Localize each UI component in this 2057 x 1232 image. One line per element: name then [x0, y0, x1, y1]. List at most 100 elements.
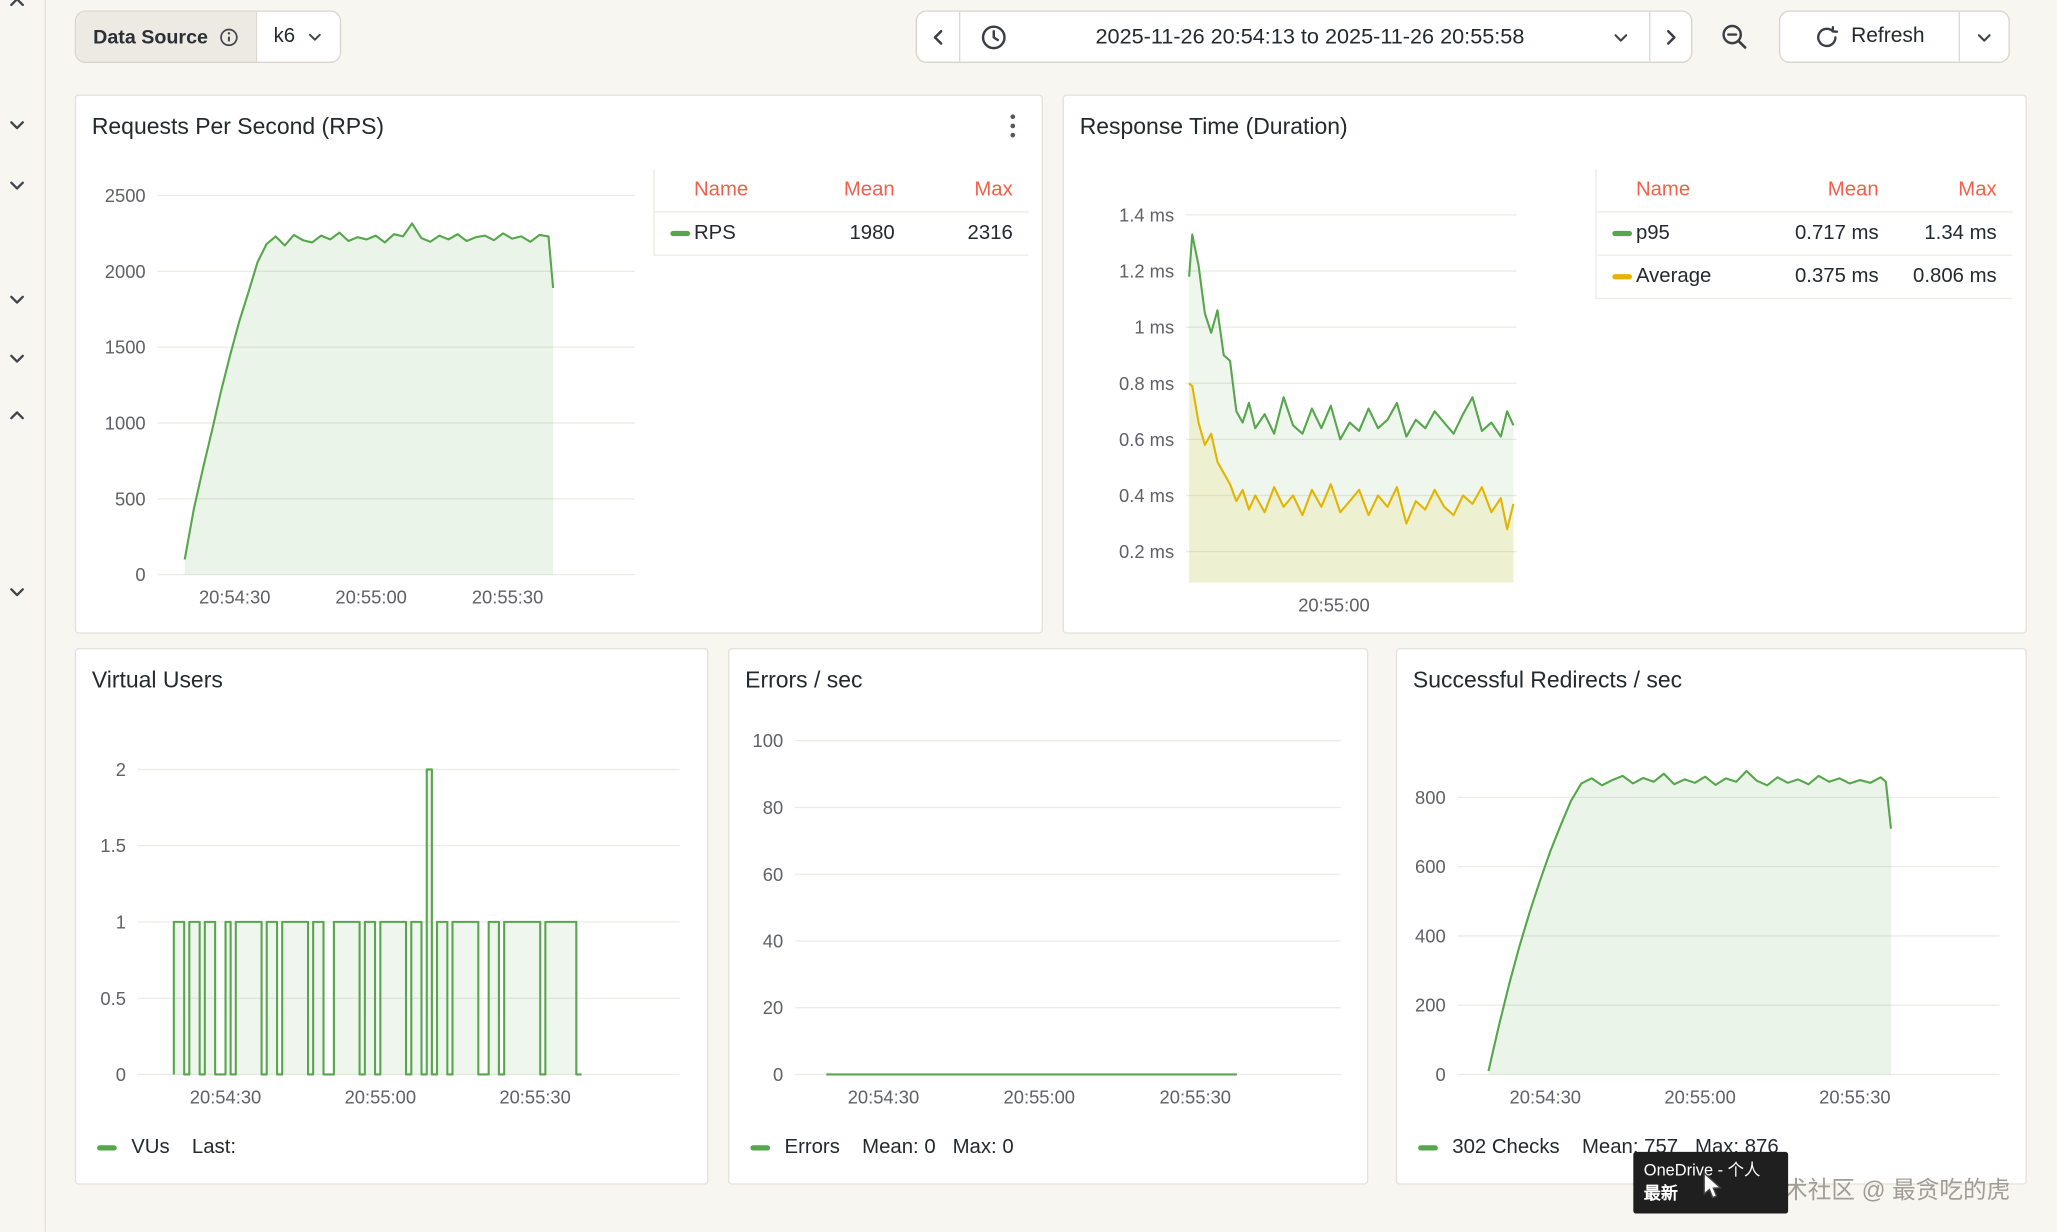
panel-title[interactable]: Errors / sec [745, 666, 863, 693]
svg-text:1.2 ms: 1.2 ms [1119, 261, 1174, 282]
svg-text:20:55:00: 20:55:00 [1298, 594, 1369, 615]
series-label[interactable]: VUs [131, 1136, 170, 1159]
legend-header-row: Name Mean Max [1596, 169, 2013, 213]
redirects-legend: 302 Checks Mean: 757 Max: 876 [1418, 1136, 1779, 1160]
series-stats: Mean: 757 Max: 876 [1581, 1136, 1779, 1159]
time-forward-button[interactable] [1649, 11, 1691, 62]
panel-title[interactable]: Virtual Users [91, 666, 223, 693]
legend-header-name[interactable]: Name [1635, 178, 1691, 201]
series-swatch [750, 1145, 771, 1151]
mouse-cursor-icon [1702, 1171, 1724, 1207]
panel-title[interactable]: Successful Redirects / sec [1412, 666, 1683, 693]
legend-header-max[interactable]: Max [1958, 178, 1997, 201]
duration-legend-table: Name Mean Max p95 0.717 ms 1.34 ms Avera… [1595, 169, 2013, 300]
vus-legend: VUs Last: [97, 1136, 236, 1160]
svg-text:1.4 ms: 1.4 ms [1119, 204, 1174, 225]
data-source-label-text: Data Source [93, 25, 208, 48]
time-range-button[interactable]: 2025-11-26 20:54:13 to 2025-11-26 20:55:… [958, 11, 1649, 62]
chevron-down-icon[interactable] [4, 286, 30, 312]
data-source-label: Data Source [76, 11, 256, 62]
svg-text:400: 400 [1415, 925, 1446, 946]
svg-text:1500: 1500 [105, 337, 146, 358]
svg-text:1 ms: 1 ms [1134, 317, 1174, 338]
svg-text:800: 800 [1415, 787, 1446, 808]
info-icon[interactable] [218, 27, 238, 47]
rps-chart[interactable]: 0 500 1000 1500 2000 2500 20:54:30 20:55:00 20:5… [87, 174, 651, 627]
svg-text:1: 1 [116, 911, 126, 932]
refresh-control: Refresh [1778, 10, 2010, 63]
chart-svg: 0 500 1000 1500 2000 2500 20:54:30 20:55:00 20:5… [105, 185, 635, 607]
panel-vus: Virtual Users 0 0.5 1 1.5 2 20:54:30 20:55:00 2… [74, 648, 709, 1185]
legend-header-mean[interactable]: Mean [1827, 178, 1879, 201]
duration-chart[interactable]: 1.4 ms 1.2 ms 1 ms 0.8 ms 0.6 ms 0.4 ms 0.2 ms… [1077, 174, 1615, 633]
chevron-down-icon [1614, 33, 1628, 41]
svg-text:20:54:30: 20:54:30 [199, 586, 270, 607]
svg-text:20:55:30: 20:55:30 [1160, 1086, 1231, 1107]
chevron-up-icon[interactable] [4, 403, 30, 429]
data-source-select[interactable]: k6 [255, 11, 340, 62]
panel-rps: Requests Per Second (RPS) 0 500 1000 1500 20… [74, 94, 1043, 634]
panel-menu-icon[interactable] [1000, 112, 1026, 141]
chevron-down-icon[interactable] [4, 172, 30, 198]
tooltip-line2: 最新 [1643, 1183, 1678, 1204]
svg-text:40: 40 [763, 931, 783, 952]
series-stats: Last: [191, 1136, 237, 1159]
zoom-out-button[interactable] [1705, 10, 1763, 62]
series-label[interactable]: RPS [693, 221, 736, 245]
errors-legend: Errors Mean: 0 Max: 0 [750, 1136, 1014, 1160]
refresh-button[interactable]: Refresh [1780, 12, 1958, 62]
vus-chart[interactable]: 0 0.5 1 1.5 2 20:54:30 20:55:00 20:55:30 [87, 728, 704, 1122]
chart-svg: 1.4 ms 1.2 ms 1 ms 0.8 ms 0.6 ms 0.4 ms 0.2 ms… [1119, 204, 1517, 615]
svg-text:20:55:30: 20:55:30 [499, 1086, 570, 1107]
panel-title[interactable]: Response Time (Duration) [1079, 112, 1348, 140]
time-back-button[interactable] [917, 12, 959, 62]
zoom-out-icon [1722, 24, 1747, 49]
legend-header-max[interactable]: Max [974, 178, 1013, 201]
svg-text:0.5: 0.5 [100, 988, 126, 1009]
chevron-up-icon[interactable] [4, 0, 30, 16]
legend-row: Average 0.375 ms 0.806 ms [1596, 256, 2013, 300]
svg-text:20:55:00: 20:55:00 [1004, 1086, 1075, 1107]
svg-text:200: 200 [1415, 995, 1446, 1016]
errors-chart[interactable]: 0 20 40 60 80 100 20:54:30 20:55:00 20:55:30 [740, 728, 1357, 1122]
legend-header-mean[interactable]: Mean [843, 178, 895, 201]
svg-text:0: 0 [135, 564, 145, 585]
svg-text:600: 600 [1415, 856, 1446, 877]
chevron-left-icon [933, 29, 942, 45]
svg-text:20:55:00: 20:55:00 [1664, 1086, 1735, 1107]
series-max: 0.806 ms [1913, 265, 1997, 288]
svg-text:0: 0 [773, 1064, 783, 1085]
chevron-down-icon[interactable] [4, 112, 30, 138]
series-label[interactable]: Average [1635, 265, 1712, 288]
svg-text:80: 80 [763, 797, 783, 818]
svg-text:20:54:30: 20:54:30 [1510, 1086, 1581, 1107]
legend-header-row: Name Mean Max [654, 169, 1029, 213]
chevron-down-icon[interactable] [4, 579, 30, 605]
refresh-icon [1817, 25, 1839, 47]
svg-text:20:55:00: 20:55:00 [345, 1086, 416, 1107]
legend-header-name[interactable]: Name [693, 178, 749, 201]
clock-icon [981, 24, 1006, 49]
refresh-interval-dropdown[interactable] [1958, 11, 2009, 62]
series-label[interactable]: p95 [1635, 221, 1670, 245]
chevron-down-icon[interactable] [4, 345, 30, 371]
svg-text:0: 0 [116, 1064, 126, 1085]
series-mean: 0.375 ms [1794, 265, 1879, 288]
series-swatch [670, 230, 691, 237]
panel-title[interactable]: Requests Per Second (RPS) [91, 112, 385, 140]
chevron-down-icon [1977, 33, 1991, 41]
redirects-chart[interactable]: 0 200 400 600 800 20:54:30 20:55:00 20:55:30 [1408, 728, 2025, 1122]
svg-text:100: 100 [753, 730, 784, 751]
series-max: 1.34 ms [1924, 221, 1997, 245]
panel-redirects: Successful Redirects / sec 0 200 400 600 800… [1395, 648, 2027, 1185]
series-label[interactable]: 302 Checks [1452, 1136, 1560, 1159]
series-label[interactable]: Errors [784, 1136, 840, 1159]
data-source-picker: Data Source k6 [74, 10, 341, 63]
chart-svg: 0 200 400 600 800 20:54:30 20:55:00 20:55:30 [1415, 769, 2000, 1107]
refresh-label: Refresh [1851, 24, 1925, 48]
svg-text:2: 2 [116, 759, 126, 780]
chart-svg: 0 0.5 1 1.5 2 20:54:30 20:55:00 20:55:30 [100, 759, 680, 1107]
svg-text:60: 60 [763, 864, 783, 885]
svg-text:20:55:30: 20:55:30 [1819, 1086, 1890, 1107]
